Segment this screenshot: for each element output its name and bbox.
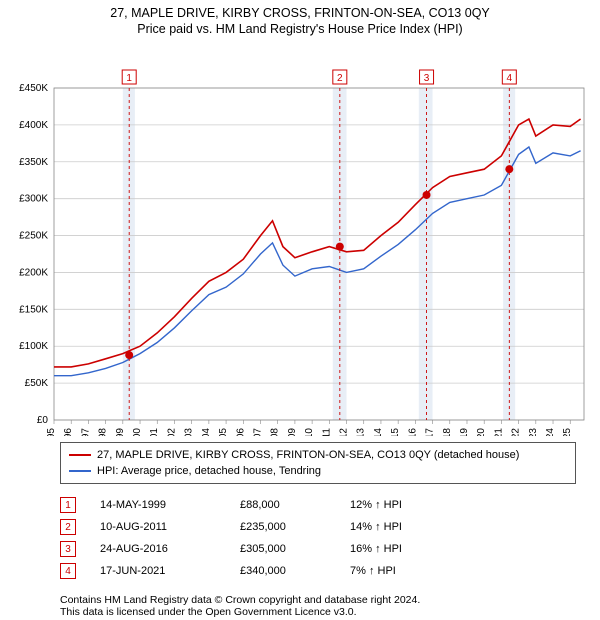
svg-text:2004: 2004 (201, 428, 212, 436)
svg-text:2006: 2006 (235, 428, 246, 436)
chart-title: 27, MAPLE DRIVE, KIRBY CROSS, FRINTON-ON… (0, 6, 600, 20)
svg-text:2023: 2023 (528, 428, 539, 436)
table-row: 210-AUG-2011£235,00014% ↑ HPI (60, 516, 576, 538)
line-chart: £0 £50K £100K £150K £200K £250K £300K £350K £400… (0, 36, 600, 436)
svg-text:2: 2 (337, 73, 343, 84)
table-row: 114-MAY-1999£88,00012% ↑ HPI (60, 494, 576, 516)
svg-text:2013: 2013 (356, 428, 367, 436)
svg-text:2014: 2014 (373, 428, 384, 436)
svg-text:2025: 2025 (562, 428, 573, 436)
svg-text:1995: 1995 (46, 428, 57, 436)
svg-text:2020: 2020 (476, 428, 487, 436)
svg-text:2022: 2022 (511, 428, 522, 436)
svg-text:2015: 2015 (390, 428, 401, 436)
row-price: £235,000 (240, 521, 350, 533)
svg-text:2019: 2019 (459, 428, 470, 436)
legend-row: 27, MAPLE DRIVE, KIRBY CROSS, FRINTON-ON… (69, 447, 567, 463)
chart-subtitle: Price paid vs. HM Land Registry's House … (0, 22, 600, 36)
svg-text:2017: 2017 (425, 428, 436, 436)
row-marker-box: 2 (60, 519, 76, 535)
svg-text:£150K: £150K (19, 304, 48, 315)
row-marker-box: 3 (60, 541, 76, 557)
chart-container: { "title_main": "27, MAPLE DRIVE, KIRBY … (0, 0, 600, 620)
legend-row: HPI: Average price, detached house, Tend… (69, 463, 567, 479)
svg-text:2018: 2018 (442, 428, 453, 436)
svg-text:2016: 2016 (407, 428, 418, 436)
footer-attribution: Contains HM Land Registry data © Crown c… (60, 594, 576, 618)
svg-text:£50K: £50K (25, 378, 49, 389)
row-price: £88,000 (240, 499, 350, 511)
svg-text:2001: 2001 (149, 428, 160, 436)
row-price: £340,000 (240, 565, 350, 577)
legend-label: HPI: Average price, detached house, Tend… (97, 465, 321, 477)
svg-text:£300K: £300K (19, 194, 48, 205)
svg-text:2012: 2012 (339, 428, 350, 436)
svg-text:£450K: £450K (19, 83, 48, 94)
svg-text:£0: £0 (37, 415, 49, 426)
table-row: 417-JUN-2021£340,0007% ↑ HPI (60, 560, 576, 582)
svg-text:£250K: £250K (19, 231, 48, 242)
row-date: 10-AUG-2011 (76, 521, 240, 533)
legend-swatch (69, 470, 91, 472)
svg-text:1997: 1997 (80, 428, 91, 436)
svg-text:2024: 2024 (545, 428, 556, 436)
table-row: 324-AUG-2016£305,00016% ↑ HPI (60, 538, 576, 560)
row-pct-vs-hpi: 12% ↑ HPI (350, 499, 450, 511)
row-date: 14-MAY-1999 (76, 499, 240, 511)
svg-text:£100K: £100K (19, 341, 48, 352)
svg-text:3: 3 (424, 73, 430, 84)
svg-text:2021: 2021 (493, 428, 504, 436)
legend: 27, MAPLE DRIVE, KIRBY CROSS, FRINTON-ON… (60, 442, 576, 484)
row-marker-box: 1 (60, 497, 76, 513)
footer-line-2: This data is licensed under the Open Gov… (60, 606, 576, 618)
row-marker-box: 4 (60, 563, 76, 579)
svg-text:1: 1 (126, 73, 132, 84)
legend-swatch (69, 454, 91, 456)
svg-text:1998: 1998 (98, 428, 109, 436)
svg-text:£400K: £400K (19, 120, 48, 131)
legend-label: 27, MAPLE DRIVE, KIRBY CROSS, FRINTON-ON… (97, 449, 519, 461)
svg-text:1999: 1999 (115, 428, 126, 436)
svg-text:2005: 2005 (218, 428, 229, 436)
svg-text:£200K: £200K (19, 267, 48, 278)
svg-text:£350K: £350K (19, 157, 48, 168)
svg-text:2011: 2011 (321, 428, 332, 436)
svg-text:2000: 2000 (132, 428, 143, 436)
svg-text:4: 4 (507, 73, 513, 84)
row-pct-vs-hpi: 16% ↑ HPI (350, 543, 450, 555)
row-pct-vs-hpi: 7% ↑ HPI (350, 565, 450, 577)
row-date: 17-JUN-2021 (76, 565, 240, 577)
row-pct-vs-hpi: 14% ↑ HPI (350, 521, 450, 533)
svg-text:2009: 2009 (287, 428, 298, 436)
price-history-table: 114-MAY-1999£88,00012% ↑ HPI210-AUG-2011… (60, 494, 576, 582)
svg-text:2003: 2003 (184, 428, 195, 436)
svg-text:2010: 2010 (304, 428, 315, 436)
footer-line-1: Contains HM Land Registry data © Crown c… (60, 594, 576, 606)
row-date: 24-AUG-2016 (76, 543, 240, 555)
svg-text:1996: 1996 (63, 428, 74, 436)
svg-text:2008: 2008 (270, 428, 281, 436)
svg-text:2002: 2002 (166, 428, 177, 436)
row-price: £305,000 (240, 543, 350, 555)
svg-text:2007: 2007 (252, 428, 263, 436)
